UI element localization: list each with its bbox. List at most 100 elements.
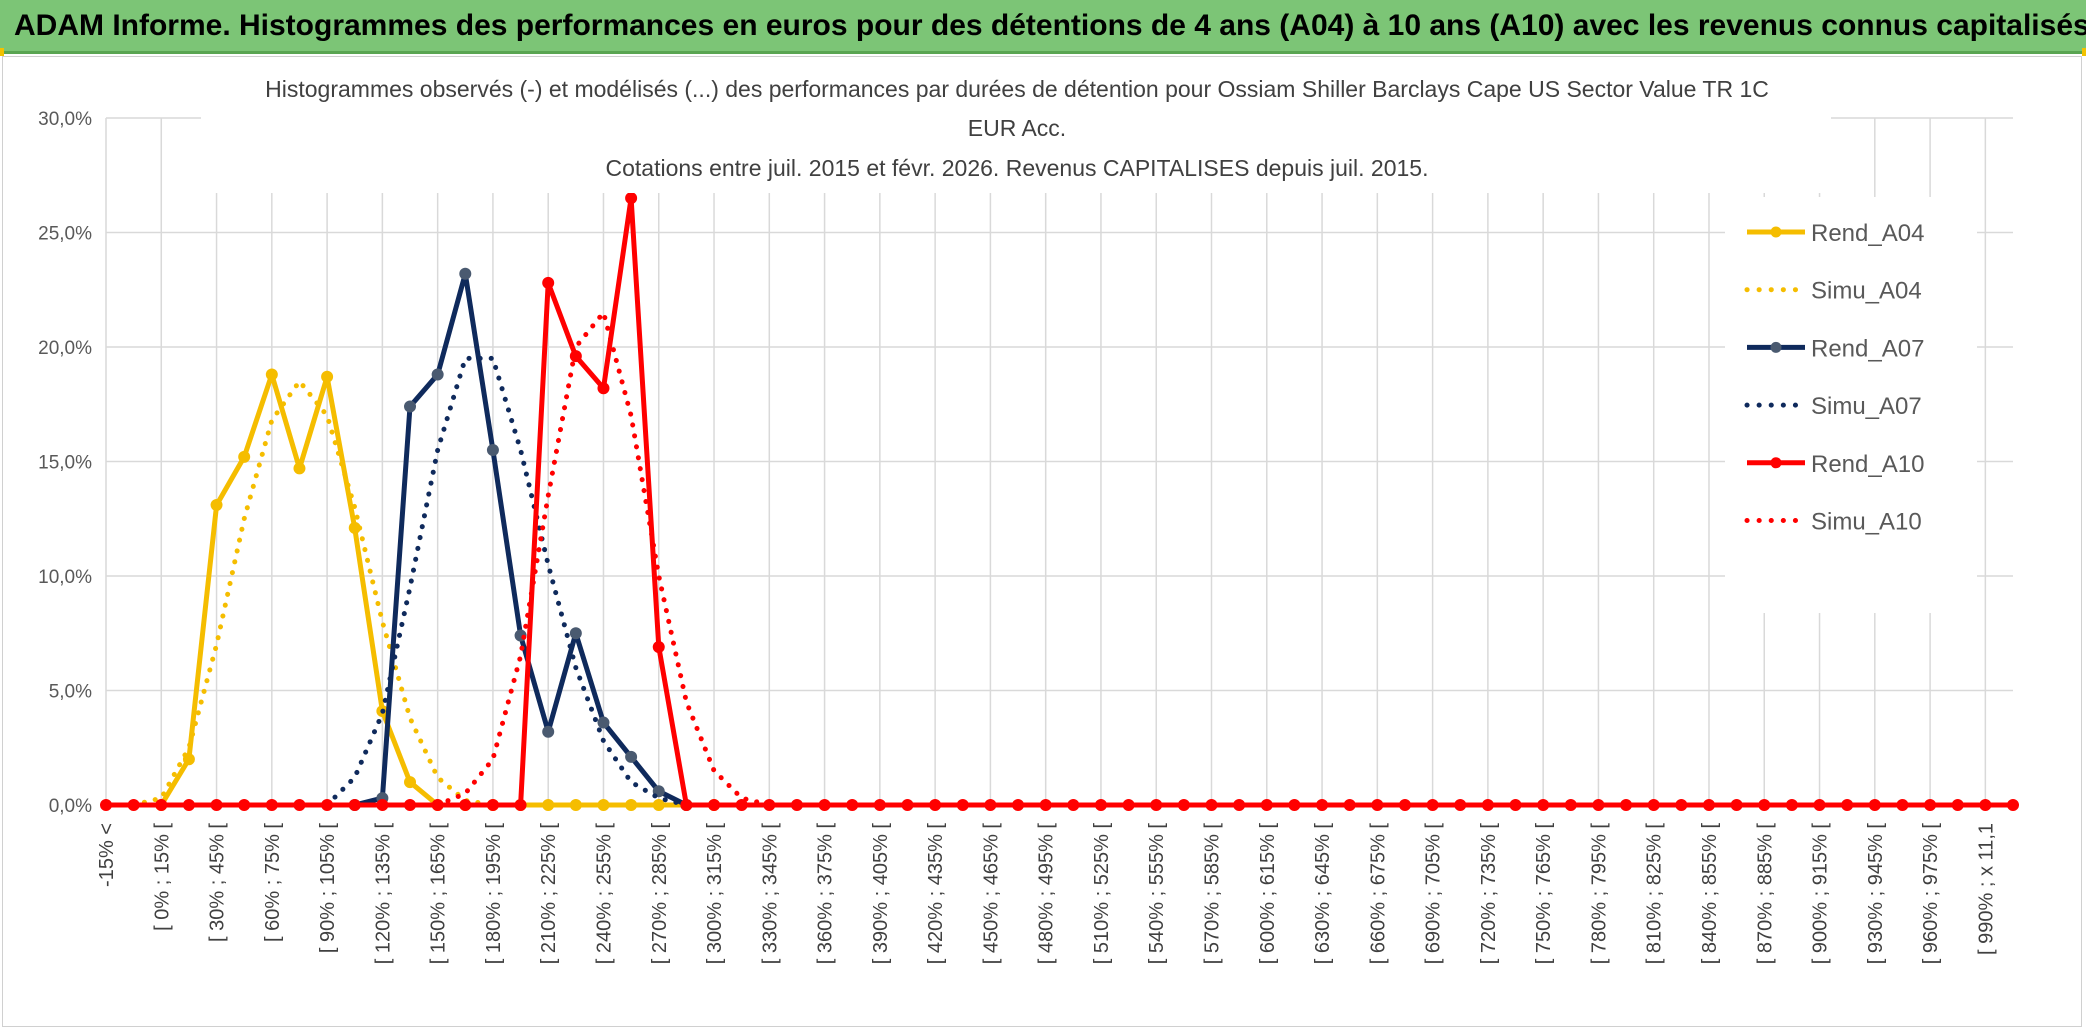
legend-label: Simu_A04 [1811, 278, 1922, 305]
data-point-rend-a07 [459, 267, 472, 280]
chart-title-background [201, 69, 1831, 193]
data-point-rend-a04 [238, 450, 251, 463]
x-tick-label: [ 960% ; 975% [ [1920, 823, 1942, 965]
x-tick-label: [ 480% ; 495% [ [1036, 823, 1058, 965]
x-tick-label: [ 450% ; 465% [ [980, 823, 1002, 965]
data-point-rend-a10 [1316, 799, 1329, 811]
data-point-rend-a10 [1620, 799, 1633, 811]
x-tick-label: [ 540% ; 555% [ [1146, 823, 1168, 965]
data-point-rend-a10 [514, 799, 527, 811]
x-tick-label: [ 240% ; 255% [ [593, 823, 615, 965]
y-tick-label: 0,0% [49, 796, 92, 817]
data-point-rend-a07 [625, 750, 638, 763]
data-point-rend-a10 [238, 799, 251, 811]
data-point-rend-a10 [1039, 799, 1052, 811]
data-point-rend-a10 [2007, 799, 2019, 811]
data-point-rend-a10 [293, 799, 306, 811]
data-point-rend-a04 [265, 368, 278, 381]
data-point-rend-a10 [1481, 799, 1494, 811]
x-tick-label: [ 750% ; 765% [ [1533, 823, 1555, 965]
data-point-rend-a10 [1564, 799, 1577, 811]
x-tick-label: [ 810% ; 825% [ [1644, 823, 1666, 965]
series-line-simu-a04 [131, 378, 496, 808]
data-point-rend-a10 [1233, 799, 1246, 811]
data-point-rend-a10 [210, 799, 223, 811]
data-point-rend-a10 [1730, 799, 1743, 811]
data-point-rend-a10 [1509, 799, 1522, 811]
x-tick-label: [ 330% ; 345% [ [759, 823, 781, 965]
data-point-rend-a10 [652, 640, 665, 653]
data-point-rend-a07 [597, 716, 610, 729]
data-point-rend-a10 [1260, 799, 1273, 811]
x-tick-label: [ 930% ; 945% [ [1865, 823, 1887, 965]
x-tick-label: [ 60% ; 75% [ [262, 823, 284, 942]
data-point-rend-a10 [1426, 799, 1439, 811]
data-point-rend-a10 [625, 192, 638, 205]
data-point-rend-a10 [901, 799, 914, 811]
corner-mark-right [2082, 48, 2086, 56]
x-tick-label: [ 90% ; 105% [ [317, 823, 339, 954]
x-tick-label: [ 300% ; 315% [ [704, 823, 726, 965]
data-point-rend-a07 [569, 627, 582, 640]
data-point-rend-a04 [625, 799, 638, 811]
corner-mark-left [0, 48, 4, 56]
legend-label: Simu_A07 [1811, 393, 1922, 420]
data-point-rend-a10 [1454, 799, 1467, 811]
data-point-rend-a10 [1758, 799, 1771, 811]
data-point-rend-a10 [680, 799, 693, 811]
data-point-rend-a10 [376, 799, 389, 811]
series-line-rend-a10 [106, 195, 2013, 808]
data-point-rend-a10 [1675, 799, 1688, 811]
x-tick-label: [ 510% ; 525% [ [1091, 823, 1113, 965]
x-tick-label: [ 780% ; 795% [ [1588, 823, 1610, 965]
data-point-rend-a10 [1343, 799, 1356, 811]
legend-marker [1770, 341, 1782, 353]
x-tick-label: [ 360% ; 375% [ [815, 823, 837, 965]
x-tick-label: [ 630% ; 645% [ [1312, 823, 1334, 965]
x-tick-label: [ 900% ; 915% [ [1810, 823, 1832, 965]
data-point-rend-a04 [652, 799, 665, 811]
data-point-rend-a10 [404, 799, 417, 811]
x-tick-label: [ 840% ; 855% [ [1699, 823, 1721, 965]
data-point-rend-a10 [321, 799, 334, 811]
y-tick-label: 15,0% [38, 453, 92, 474]
legend-marker [1770, 226, 1782, 238]
data-point-rend-a10 [155, 799, 168, 811]
data-point-rend-a10 [929, 799, 942, 811]
x-tick-label: [ 180% ; 195% [ [483, 823, 505, 965]
data-point-rend-a10 [486, 799, 499, 811]
x-tick-label: [ 0% ; 15% [ [151, 823, 173, 931]
data-point-rend-a10 [984, 799, 997, 811]
legend-label: Rend_A10 [1811, 451, 1924, 478]
x-tick-label: [ 570% ; 585% [ [1202, 823, 1224, 965]
data-point-rend-a07 [486, 444, 499, 457]
x-tick-label: -15% < [96, 823, 118, 887]
x-tick-label: [ 720% ; 735% [ [1478, 823, 1500, 965]
data-point-rend-a10 [127, 799, 140, 811]
legend-label: Simu_A10 [1811, 509, 1922, 536]
x-tick-label: [ 600% ; 615% [ [1257, 823, 1279, 965]
data-point-rend-a10 [1702, 799, 1715, 811]
data-point-rend-a10 [348, 799, 361, 811]
data-point-rend-a04 [404, 776, 417, 789]
x-tick-label: [ 210% ; 225% [ [538, 823, 560, 965]
data-point-rend-a10 [790, 799, 803, 811]
data-point-rend-a10 [1094, 799, 1107, 811]
data-point-rend-a10 [1896, 799, 1909, 811]
data-point-rend-a10 [1813, 799, 1826, 811]
data-point-rend-a10 [1012, 799, 1025, 811]
data-point-rend-a10 [1398, 799, 1411, 811]
y-tick-label: 30,0% [38, 109, 92, 130]
data-point-rend-a10 [818, 799, 831, 811]
x-tick-label: [ 390% ; 405% [ [870, 823, 892, 965]
series-line-simu-a10 [435, 310, 772, 808]
legend-label: Rend_A04 [1811, 220, 1924, 247]
x-tick-label: [ 870% ; 885% [ [1754, 823, 1776, 965]
data-point-rend-a10 [708, 799, 721, 811]
y-tick-label: 20,0% [38, 338, 92, 359]
data-point-rend-a10 [265, 799, 278, 811]
data-point-rend-a10 [1288, 799, 1301, 811]
chart-title-line: Cotations entre juil. 2015 et févr. 2026… [606, 155, 1429, 181]
x-tick-label: [ 120% ; 135% [ [372, 823, 394, 965]
data-point-rend-a04 [597, 799, 610, 811]
